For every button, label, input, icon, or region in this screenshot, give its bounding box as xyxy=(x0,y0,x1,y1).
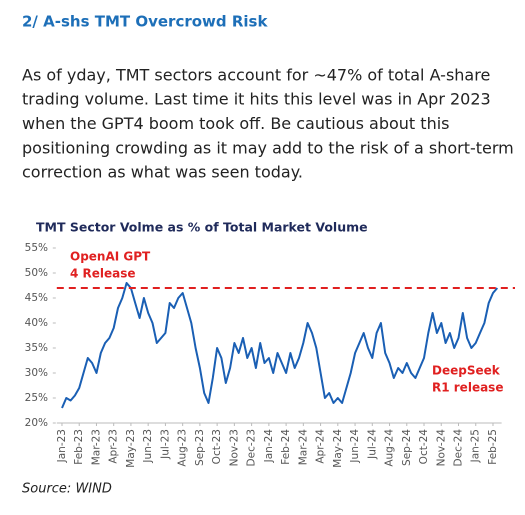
post-title: 2/ A-shs TMT Overcrowd Risk xyxy=(22,13,268,31)
x-tick-label: Sep-23 xyxy=(194,429,206,466)
x-tick-label: Aug-24 xyxy=(384,429,396,467)
x-tick-label: Oct-23 xyxy=(211,429,223,464)
x-tick-label: May-24 xyxy=(332,429,344,468)
body-line: positioning crowding as it may add to th… xyxy=(22,139,514,158)
x-tick-label: Nov-23 xyxy=(228,429,240,466)
x-tick-label: Jun-24 xyxy=(349,429,361,464)
y-tick-label: 35% xyxy=(25,342,48,354)
y-tick-label: 50% xyxy=(25,267,48,279)
x-tick-label: Dec-24 xyxy=(452,429,464,467)
y-tick-label: 25% xyxy=(25,392,48,404)
y-tick-label: 40% xyxy=(25,317,48,329)
x-tick-label: Apr-23 xyxy=(108,429,120,464)
x-tick-label: May-23 xyxy=(125,429,137,468)
x-tick-label: Jul-23 xyxy=(159,429,171,460)
x-tick-label: Dec-23 xyxy=(246,429,258,466)
x-tick-label: Jan-24 xyxy=(263,429,275,464)
line-series xyxy=(61,282,499,409)
x-tick-label: Jan-23 xyxy=(56,429,68,463)
x-tick-label: Mar-23 xyxy=(90,429,102,465)
x-tick-label: Nov-24 xyxy=(435,429,447,467)
x-tick-label: Feb-24 xyxy=(280,429,292,465)
x-tick-label: Sep-24 xyxy=(401,429,413,466)
x-tick-label: Jul-24 xyxy=(366,429,378,460)
y-tick-label: 45% xyxy=(25,292,48,304)
source: Source: WIND xyxy=(22,482,112,497)
x-tick-label: Apr-24 xyxy=(315,429,327,464)
x-tick-label: Aug-23 xyxy=(177,429,189,467)
body-line: when the GPT4 boom took off. Be cautious… xyxy=(22,114,449,133)
body-line: trading volume. Last time it hits this l… xyxy=(22,90,491,109)
x-tick-label: Feb-23 xyxy=(73,429,85,465)
annotation: DeepSeek xyxy=(432,364,501,378)
y-tick-label: 55% xyxy=(25,242,48,254)
annotation: OpenAI GPT xyxy=(70,250,151,264)
x-tick-label: Oct-24 xyxy=(418,429,430,465)
chart-title: TMT Sector Volme as % of Total Market Vo… xyxy=(36,220,368,235)
x-tick-label: Jan-25 xyxy=(470,429,482,463)
y-tick-label: 20% xyxy=(25,417,48,429)
body-line: As of yday, TMT sectors account for ~47%… xyxy=(22,66,490,85)
body-line: correction as what was seen today. xyxy=(22,163,303,182)
annotation: 4 Release xyxy=(70,267,136,281)
y-tick-label: 30% xyxy=(25,367,48,379)
annotation: R1 release xyxy=(432,381,503,395)
x-tick-label: Feb-25 xyxy=(487,429,499,465)
x-tick-label: Jun-23 xyxy=(142,429,154,464)
x-tick-label: Mar-24 xyxy=(297,429,309,466)
